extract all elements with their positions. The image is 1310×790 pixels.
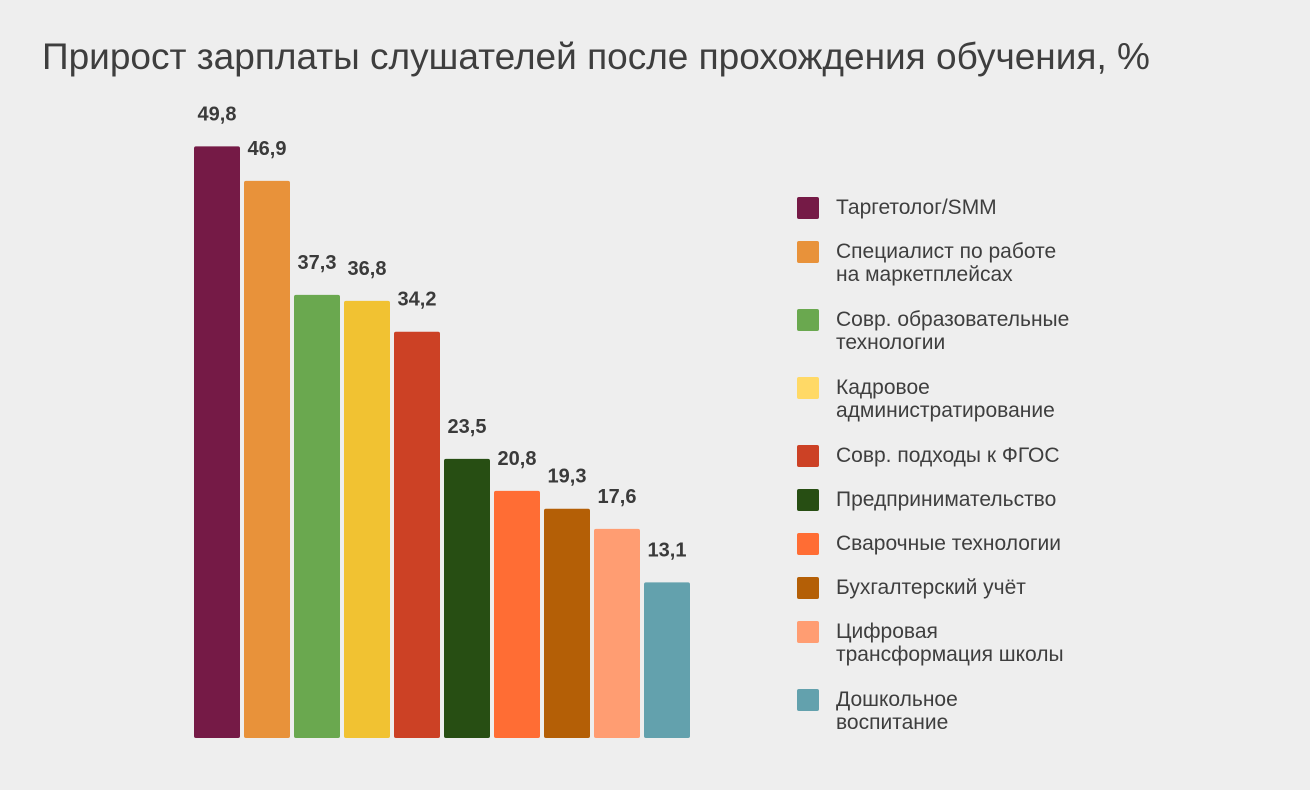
- legend-label-1: Таргетолог/SMM: [836, 196, 997, 219]
- bar-value-label-5: 34,2: [398, 289, 437, 311]
- bar-7: [494, 490, 540, 738]
- bar-4: [344, 300, 390, 738]
- legend-label-5: Совр. подходы к ФГОС: [836, 444, 1060, 467]
- legend-item-4: Кадровое администратирование: [797, 376, 1136, 422]
- bar-9: [594, 528, 640, 738]
- legend-label-7: Сварочные технологии: [836, 532, 1062, 555]
- legend-label-8: Бухгалтерский учёт: [836, 576, 1026, 599]
- bar-value-label-4: 36,8: [348, 258, 387, 280]
- legend-swatch-6: [797, 489, 819, 511]
- legend-swatch-7: [797, 533, 819, 555]
- bar-value-label-9: 17,6: [598, 486, 637, 508]
- legend-swatch-3: [797, 309, 819, 331]
- bar-3: [294, 294, 340, 738]
- legend-item-10: Дошкольное воспитание: [797, 688, 1136, 734]
- bar-1: [194, 146, 240, 739]
- legend-item-9: Цифровая трансформация школы: [797, 620, 1136, 666]
- bar-value-label-6: 23,5: [448, 416, 487, 438]
- legend-item-1: Таргетолог/SMM: [797, 196, 1136, 219]
- legend-swatch-8: [797, 577, 819, 599]
- chart-title: Прирост зарплаты слушателей после прохож…: [42, 36, 1150, 77]
- legend-label-10: Дошкольное воспитание: [836, 688, 958, 734]
- legend-swatch-2: [797, 241, 819, 263]
- bar-value-label-7: 20,8: [498, 448, 537, 470]
- bar-value-label-2: 46,9: [248, 138, 287, 160]
- bar-2: [244, 180, 290, 738]
- legend-item-7: Сварочные технологии: [797, 532, 1136, 555]
- legend-label-2: Специалист по работе на маркетплейсах: [836, 240, 1057, 286]
- bar-value-label-1: 49,8: [198, 103, 237, 125]
- legend-item-2: Специалист по работе на маркетплейсах: [797, 240, 1136, 286]
- legend-item-8: Бухгалтерский учёт: [797, 576, 1136, 599]
- bar-chart: 49,8 46,9 37,3 36,8 34,2 23,5 20,8 19,3 17,6 13,1: [194, 103, 690, 739]
- legend-swatch-4: [797, 377, 819, 399]
- legend-item-5: Совр. подходы к ФГОС: [797, 444, 1136, 467]
- legend-swatch-1: [797, 197, 819, 219]
- bar-10: [644, 582, 690, 738]
- bar-5: [394, 331, 440, 738]
- bar-value-label-3: 37,3: [298, 252, 337, 274]
- legend-swatch-9: [797, 621, 819, 643]
- bar-6: [444, 458, 490, 738]
- legend-label-9: Цифровая трансформация школы: [836, 620, 1064, 666]
- bar-value-label-8: 19,3: [548, 466, 587, 488]
- legend-label-6: Предпринимательство: [836, 488, 1057, 511]
- legend-label-4: Кадровое администратирование: [836, 376, 1055, 422]
- legend-label-3: Совр. образовательные технологии: [836, 308, 1070, 354]
- bar-value-label-10: 13,1: [648, 539, 687, 561]
- bar-8: [544, 508, 590, 738]
- legend-item-6: Предпринимательство: [797, 488, 1136, 511]
- legend-item-3: Совр. образовательные технологии: [797, 308, 1136, 354]
- legend-swatch-5: [797, 445, 819, 467]
- legend-swatch-10: [797, 689, 819, 711]
